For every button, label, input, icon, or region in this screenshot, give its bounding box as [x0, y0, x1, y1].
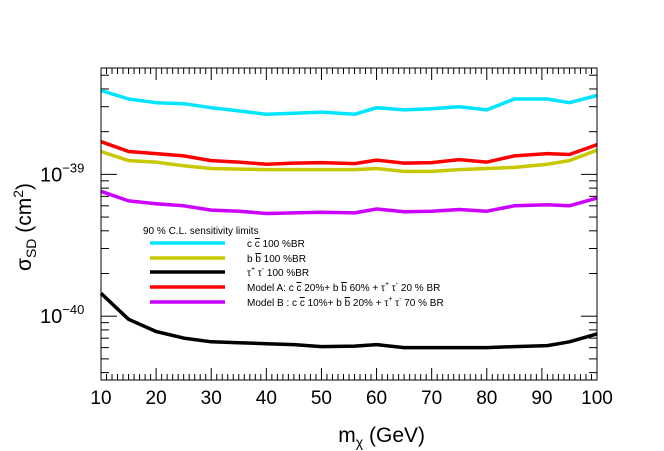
series-line-4 — [100, 140, 598, 166]
x-tick-label: 10 — [90, 388, 111, 409]
legend: 90 % C.L. sensitivity limits c c 100 %BR… — [143, 226, 444, 309]
x-tick-label: 90 — [531, 388, 552, 409]
series-line-2 — [100, 148, 598, 174]
x-tick-labels: 10 20 30 40 50 60 70 80 90 100 — [90, 388, 612, 409]
x-tick-label: 40 — [256, 388, 277, 409]
y-axis-label: σSD (cm2) — [10, 183, 39, 271]
x-tick-label: 100 — [581, 388, 613, 409]
x-tick-label: 20 — [146, 388, 167, 409]
legend-title: 90 % C.L. sensitivity limits — [143, 226, 259, 237]
legend-label-2: b b 100 %BR — [247, 254, 306, 265]
series-line-1 — [100, 88, 598, 117]
legend-label-3: τ+ τ- 100 %BR — [247, 266, 309, 279]
x-tick-label: 30 — [201, 388, 222, 409]
plot-frame — [100, 67, 598, 381]
y-tick-label: 10−40 — [40, 302, 84, 328]
y-tick-label: 10−39 — [40, 160, 84, 186]
axis-ticks — [100, 68, 598, 380]
legend-label-1: c c 100 %BR — [247, 239, 305, 250]
series-line-3 — [99, 292, 598, 350]
y-tick-labels: 10−39 10−40 — [40, 160, 84, 328]
x-axis-label: mχ (GeV) — [338, 424, 425, 450]
legend-label-4: Model A: c c 20%+ b b 60% + τ+ τ- 20 % B… — [247, 281, 440, 294]
x-tick-label: 50 — [311, 388, 332, 409]
x-tick-label: 80 — [476, 388, 497, 409]
x-tick-label: 70 — [421, 388, 442, 409]
legend-label-5: Model B : c c 10%+ b b 20% + τ+ τ- 70 % … — [247, 296, 444, 309]
x-tick-label: 60 — [366, 388, 387, 409]
series-line-5 — [100, 189, 598, 216]
series-layer — [99, 88, 598, 350]
